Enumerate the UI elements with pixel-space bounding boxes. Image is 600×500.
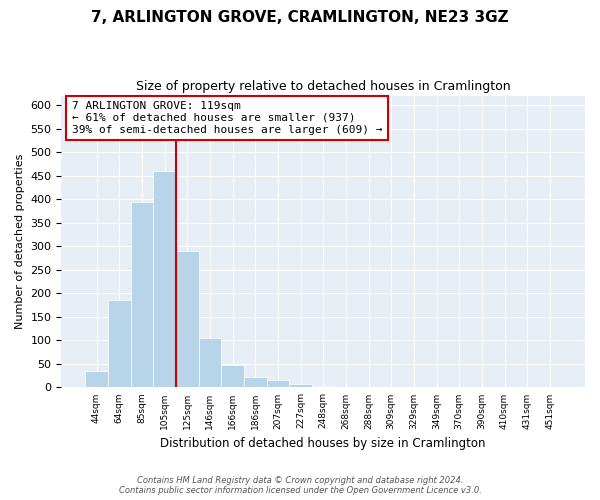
Title: Size of property relative to detached houses in Cramlington: Size of property relative to detached ho… <box>136 80 511 93</box>
X-axis label: Distribution of detached houses by size in Cramlington: Distribution of detached houses by size … <box>160 437 486 450</box>
Bar <box>85 371 108 388</box>
Text: 7, ARLINGTON GROVE, CRAMLINGTON, NE23 3GZ: 7, ARLINGTON GROVE, CRAMLINGTON, NE23 3G… <box>91 10 509 25</box>
Bar <box>199 338 221 388</box>
Bar <box>266 380 289 388</box>
Bar <box>108 300 131 388</box>
Bar <box>312 386 335 388</box>
Text: 7 ARLINGTON GROVE: 119sqm
← 61% of detached houses are smaller (937)
39% of semi: 7 ARLINGTON GROVE: 119sqm ← 61% of detac… <box>72 102 382 134</box>
Bar <box>221 365 244 388</box>
Bar <box>289 384 312 388</box>
Bar <box>153 171 176 388</box>
Bar <box>244 377 266 388</box>
Text: Contains HM Land Registry data © Crown copyright and database right 2024.
Contai: Contains HM Land Registry data © Crown c… <box>119 476 481 495</box>
Bar <box>176 251 199 388</box>
Bar <box>131 202 153 388</box>
Y-axis label: Number of detached properties: Number of detached properties <box>15 154 25 329</box>
